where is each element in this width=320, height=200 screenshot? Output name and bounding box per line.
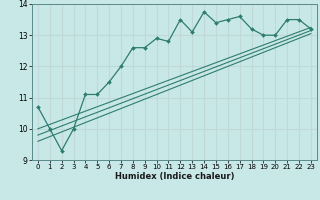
X-axis label: Humidex (Indice chaleur): Humidex (Indice chaleur) (115, 172, 234, 181)
